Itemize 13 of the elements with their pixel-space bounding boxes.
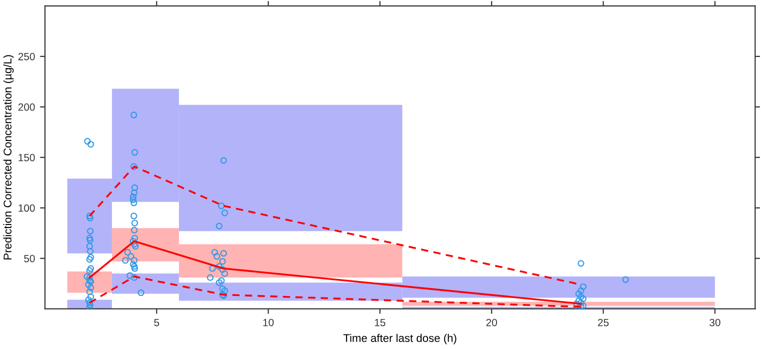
y-tick-label: 250 <box>18 52 35 60</box>
x-tick-label: 15 <box>374 318 386 326</box>
y-axis-title: Prediction Corrected Concentration (µg/L) <box>3 55 14 260</box>
x-tick-label: 10 <box>263 318 274 326</box>
x-axis-title: Time after last dose (h) <box>343 334 456 344</box>
x-tick-label: 20 <box>486 318 497 326</box>
y-tick-label: 200 <box>18 103 35 111</box>
y-tick-label: 100 <box>18 204 35 212</box>
y-tick-label: 50 <box>24 254 35 262</box>
y-tick-label: 150 <box>18 154 35 162</box>
x-tick-label: 25 <box>598 318 609 326</box>
x-tick-label: 5 <box>154 318 160 326</box>
x-tick-label: 30 <box>710 318 720 326</box>
